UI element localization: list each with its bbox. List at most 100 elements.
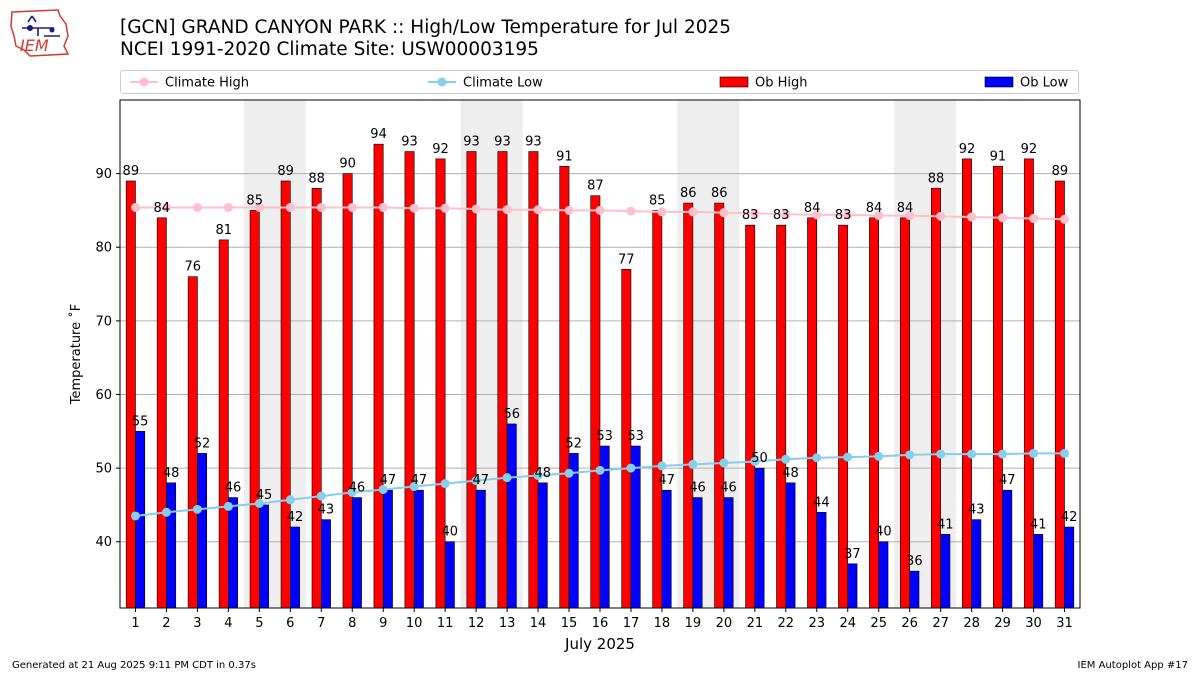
ob-high-label: 83 [773, 208, 790, 223]
ob-high-label: 81 [215, 223, 232, 238]
ob-high-label: 91 [990, 149, 1007, 164]
climate-low-point [347, 487, 357, 497]
ob-low-bar [475, 489, 486, 609]
ob-low-bar [692, 497, 703, 609]
climate-high-point [285, 202, 295, 212]
ob-high-bar [559, 165, 570, 609]
ob-high-bar [156, 217, 167, 609]
x-tick-label: 29 [994, 616, 1011, 631]
climate-low-point [316, 491, 326, 501]
climate-low-point [1060, 448, 1070, 458]
ob-high-label: 89 [1052, 164, 1069, 179]
ob-high-label: 92 [1021, 142, 1038, 157]
ob-low-label: 46 [225, 481, 242, 496]
ob-high-bar [218, 239, 229, 609]
ob-low-label: 46 [720, 481, 737, 496]
x-tick-label: 30 [1025, 616, 1042, 631]
climate-high-point [936, 211, 946, 221]
x-tick-label: 24 [839, 616, 856, 631]
climate-low-point [998, 449, 1008, 459]
climate-high-point [781, 209, 791, 219]
legend-swatch-ob-high [719, 76, 749, 88]
y-axis-label: Temperature ˚F [68, 304, 84, 405]
ob-high-label: 84 [866, 201, 883, 216]
ob-low-label: 47 [658, 473, 675, 488]
climate-high-point [254, 202, 264, 212]
y-tick-label: 50 [95, 462, 112, 477]
x-tick-label: 10 [406, 616, 423, 631]
ob-low-bar [290, 526, 300, 609]
climate-high-point [564, 205, 574, 215]
climate-low-point [657, 461, 667, 471]
ob-low-label: 48 [782, 466, 799, 481]
ob-high-label: 83 [742, 208, 759, 223]
ob-high-bar [776, 224, 787, 609]
ob-low-label: 47 [380, 473, 397, 488]
legend-label-ob-high: Ob High [755, 76, 808, 91]
chart-legend [120, 70, 1079, 94]
ob-low-label: 52 [194, 436, 211, 451]
climate-low-point [1029, 448, 1039, 458]
ob-high-label: 92 [959, 142, 976, 157]
ob-low-bar [1033, 534, 1044, 609]
climate-high-point [874, 211, 884, 221]
ob-low-label: 55 [132, 414, 149, 429]
ob-high-bar [466, 151, 477, 609]
x-tick-label: 31 [1056, 616, 1073, 631]
ob-high-label: 84 [154, 201, 171, 216]
climate-high-point [998, 213, 1008, 223]
x-tick-label: 1 [131, 616, 139, 631]
legend-label-climate-low: Climate Low [463, 76, 543, 91]
x-tick-label: 23 [809, 616, 826, 631]
chart-subtitle: NCEI 1991-2020 Climate Site: USW00003195 [120, 39, 539, 60]
climate-high-point [750, 208, 760, 218]
climate-lines [130, 202, 1070, 521]
ob-high-bar [900, 217, 910, 609]
ob-low-bar [259, 504, 269, 609]
ob-high-bar [652, 210, 663, 609]
ob-high-label: 93 [463, 135, 480, 150]
climate-low-point [626, 463, 636, 473]
climate-high-point [192, 202, 202, 212]
climate-high-point [626, 206, 636, 216]
x-tick-label: 16 [592, 616, 609, 631]
ob-high-label: 87 [587, 179, 604, 194]
climate-low-point [750, 456, 760, 466]
ob-high-bar [683, 202, 694, 609]
ob-low-bar [413, 489, 424, 609]
ob-low-label: 46 [689, 481, 706, 496]
ob-high-bar [745, 224, 756, 609]
ob-low-label: 44 [813, 495, 830, 510]
climate-low-point [719, 458, 729, 468]
ob-low-bar [971, 519, 982, 609]
ob-low-bar [197, 453, 208, 609]
ob-low-bar [785, 482, 796, 609]
ob-high-bar [342, 173, 353, 609]
ob-high-bar [280, 180, 291, 609]
ob-high-label: 94 [370, 127, 387, 142]
climate-low-point [192, 504, 202, 514]
value-labels: 89 55 84 48 76 52 81 46 85 45 89 42 88 43 90 46 94 47 93 47… [123, 127, 1078, 569]
x-tick-label: 25 [870, 616, 887, 631]
ob-low-label: 48 [163, 466, 180, 481]
ob-low-label: 53 [596, 429, 613, 444]
x-tick-label: 3 [193, 616, 201, 631]
climate-low-point [595, 465, 605, 475]
ob-high-bar [869, 217, 880, 609]
x-tick-label: 8 [348, 616, 356, 631]
ob-low-bar [909, 570, 920, 609]
ob-high-label: 90 [339, 157, 356, 172]
ob-high-label: 92 [432, 142, 449, 157]
x-tick-label: 9 [379, 616, 387, 631]
x-tick-label: 22 [778, 616, 795, 631]
x-tick-label: 14 [530, 616, 547, 631]
ob-high-bar [373, 143, 384, 609]
ob-low-label: 47 [473, 473, 490, 488]
ob-high-label: 89 [123, 164, 140, 179]
ob-low-label: 50 [751, 451, 768, 466]
climate-low-point [812, 453, 822, 463]
ob-high-bar [497, 151, 508, 609]
climate-low-point [533, 470, 543, 480]
climate-low-point [502, 473, 512, 483]
